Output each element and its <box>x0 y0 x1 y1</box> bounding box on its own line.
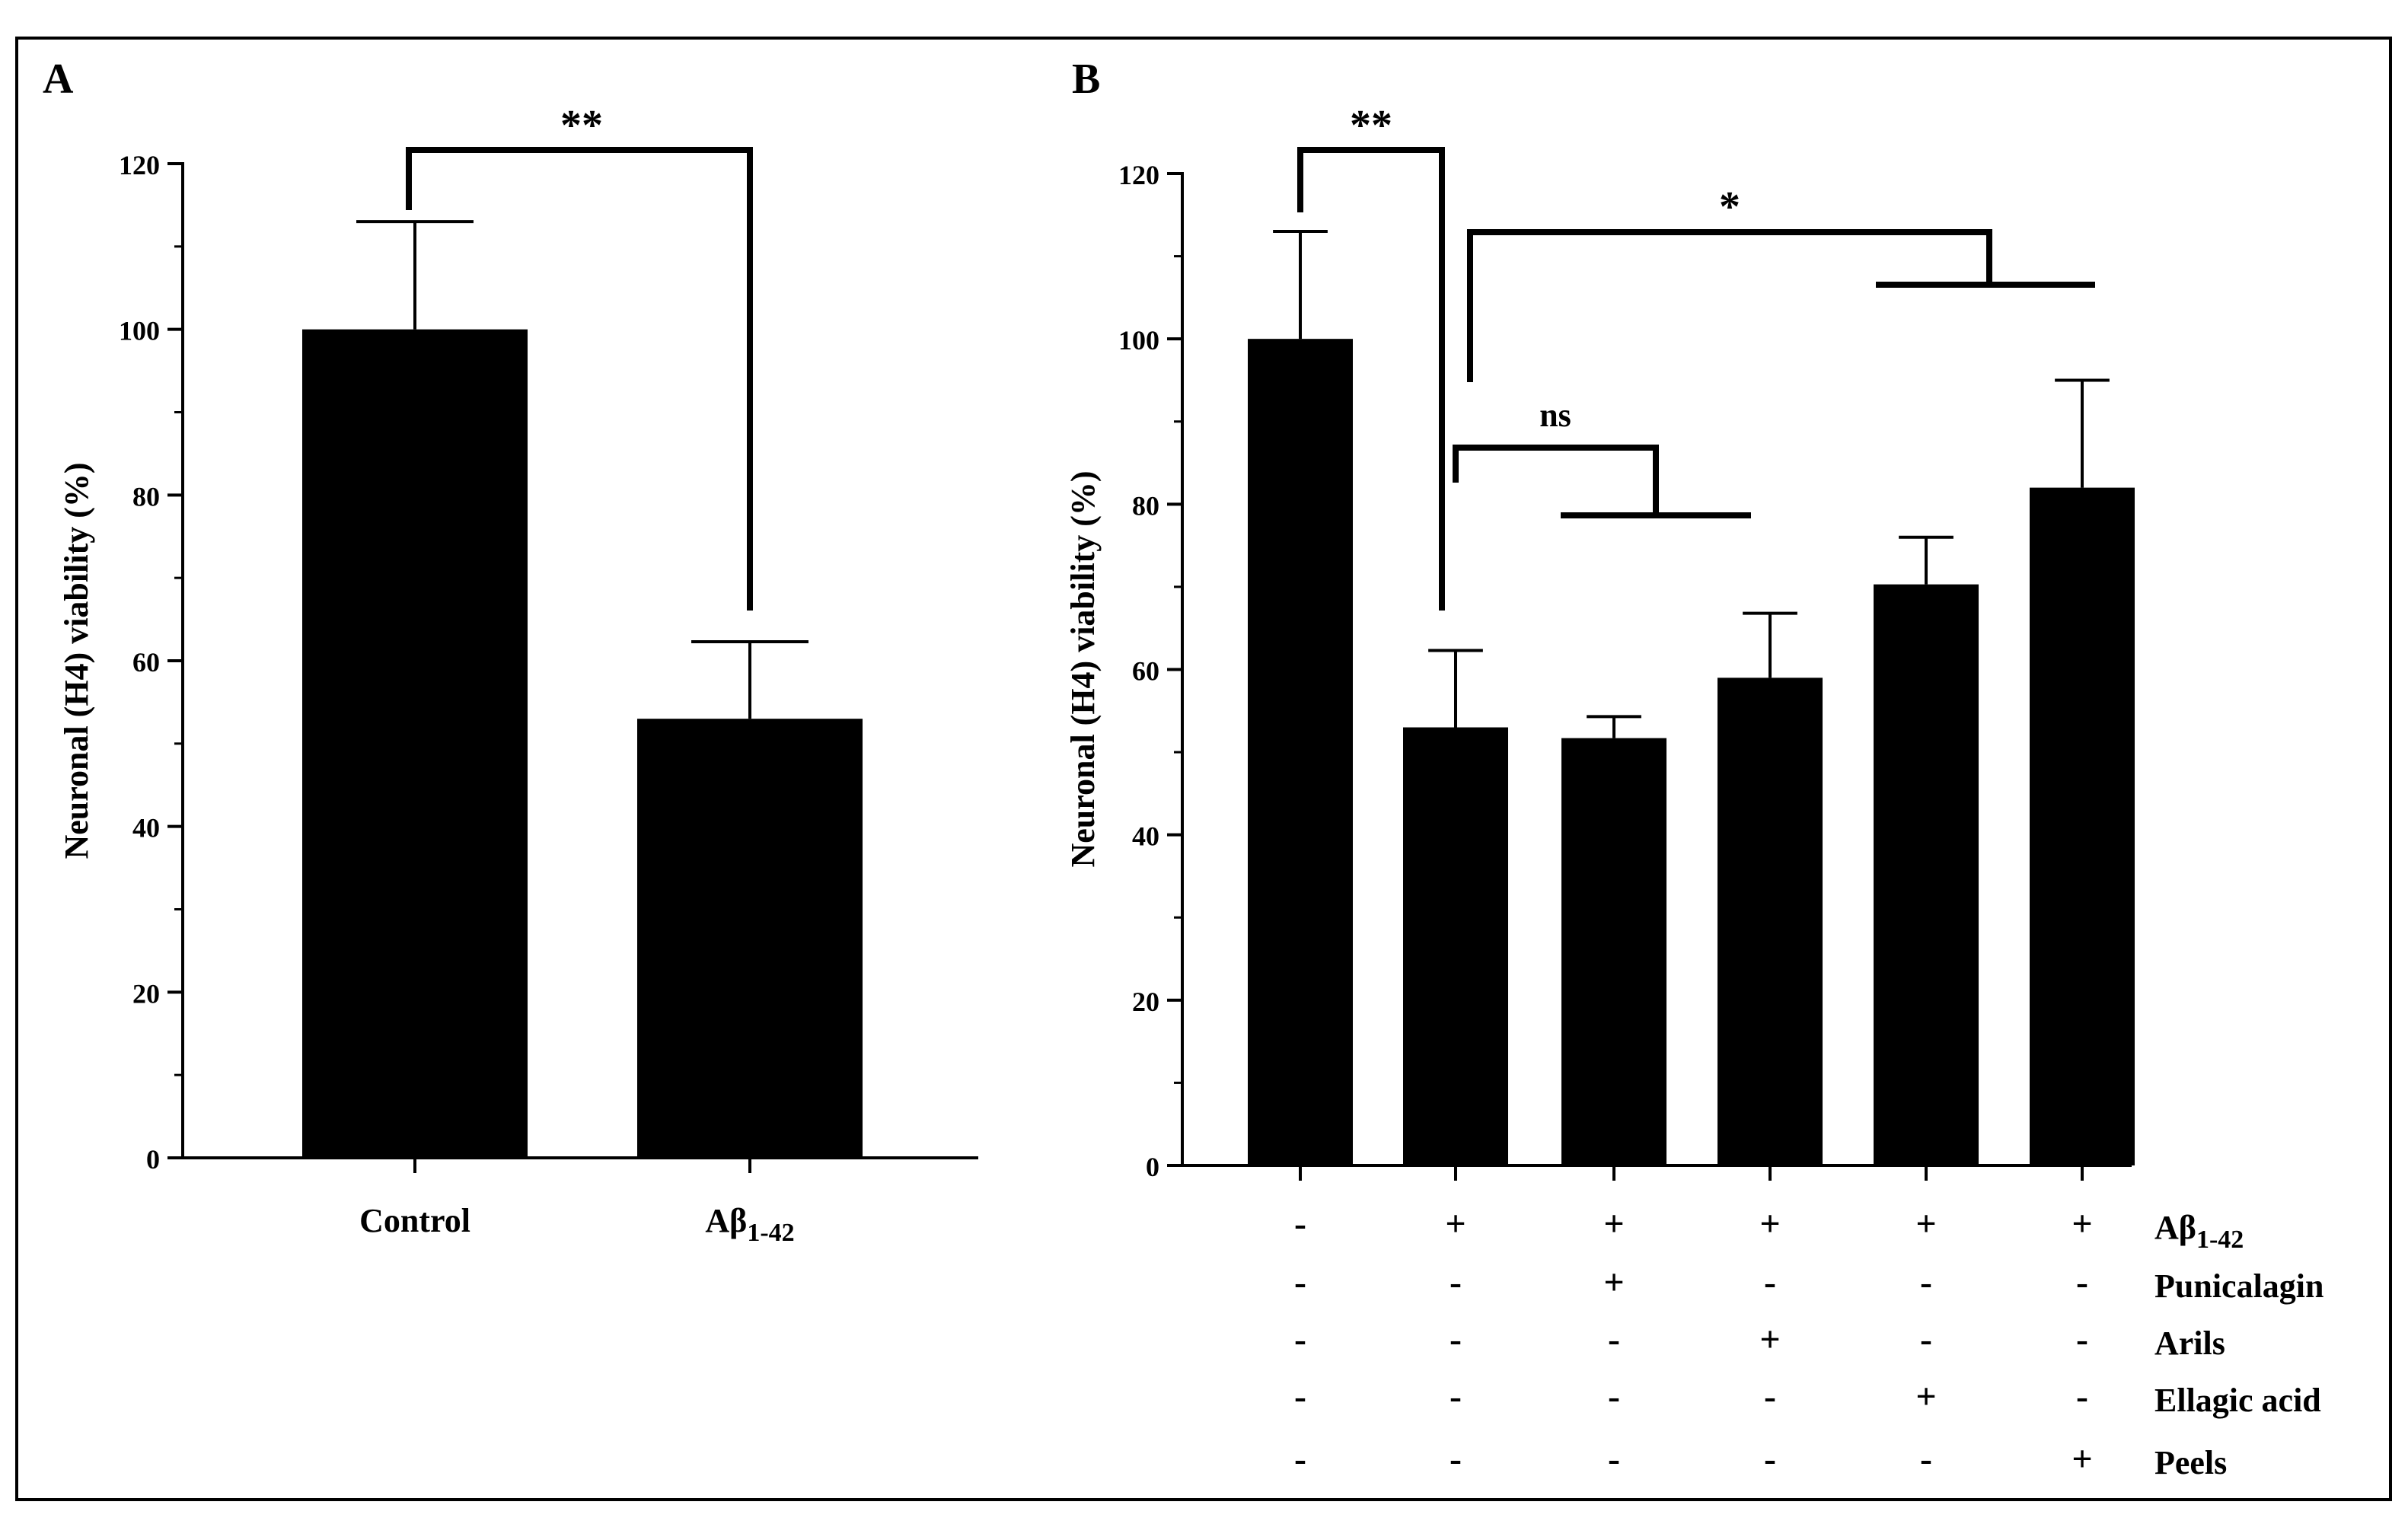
treatment-sign: - <box>1764 1376 1776 1417</box>
bar <box>2030 487 2135 1165</box>
panel-b: B Neuronal (H4) viability (%) 0 20 40 60 80 1… <box>1064 56 2324 1481</box>
y-tick-label: 60 <box>1132 656 1159 687</box>
treatment-sign: - <box>1608 1439 1620 1479</box>
treatment-row-label: Aβ1-42 <box>2154 1209 2244 1254</box>
panel-a-significance: ** <box>406 102 753 611</box>
panel-a: A Neuronal (H4) viability (%) 0 20 40 60 80 1… <box>43 56 978 1247</box>
x-label-abeta: Aβ1-42 <box>705 1202 794 1247</box>
panel-b-significance: ** * ns <box>1297 102 2095 611</box>
significance-label-b-ns: ns <box>1539 397 1571 434</box>
y-tick-label: 80 <box>132 481 160 512</box>
significance-label-a: ** <box>560 102 603 149</box>
bar <box>302 329 528 1159</box>
significance-bracket-b-ns <box>1453 445 1659 515</box>
treatment-row-label: Arils <box>2154 1325 2225 1362</box>
treatment-sign: - <box>1450 1376 1462 1417</box>
bar <box>637 719 863 1158</box>
treatment-sign: - <box>1294 1319 1306 1360</box>
treatment-sign: - <box>1764 1262 1776 1302</box>
treatment-sign: + <box>1915 1376 1936 1417</box>
treatment-row-label-main: Punicalagin <box>2154 1267 2324 1305</box>
treatment-sign: - <box>2076 1262 2088 1302</box>
y-tick-label: 120 <box>119 150 160 180</box>
treatment-row-label-main: Ellagic acid <box>2154 1382 2321 1419</box>
x-label-abeta-main: Aβ <box>705 1202 747 1239</box>
significance-label-b-control: ** <box>1350 102 1392 149</box>
panel-b-y-axis-label: Neuronal (H4) viability (%) <box>1064 470 1102 867</box>
treatment-row-label: Peels <box>2154 1444 2227 1481</box>
treatment-sign: - <box>1450 1262 1462 1302</box>
treatment-sign: + <box>2072 1204 2092 1244</box>
treatment-sign: + <box>1759 1319 1780 1360</box>
panel-a-letter: A <box>43 56 74 103</box>
y-tick-label: 100 <box>119 316 160 346</box>
y-tick-label: 40 <box>1132 821 1159 852</box>
panel-b-treatment-table: - + + + + + Aβ1-42 - - + - - - Punicalagin - - - + - - Arils… <box>1294 1204 2323 1481</box>
bar <box>1248 339 1353 1166</box>
treatment-row-label: Punicalagin <box>2154 1267 2324 1305</box>
treatment-row-label-main: Peels <box>2154 1444 2227 1481</box>
treatment-sign: + <box>2072 1439 2092 1479</box>
panel-b-letter: B <box>1072 56 1100 103</box>
significance-label-b-star: * <box>1719 183 1740 231</box>
treatment-row-label-main: Aβ <box>2154 1209 2196 1246</box>
treatment-sign: - <box>1450 1319 1462 1360</box>
treatment-sign: + <box>1915 1204 1936 1244</box>
treatment-sign: - <box>2076 1376 2088 1417</box>
treatment-sign: + <box>1603 1262 1624 1302</box>
y-tick-label: 20 <box>1132 987 1159 1017</box>
treatment-row-label: Ellagic acid <box>2154 1382 2321 1419</box>
treatment-sign: + <box>1603 1204 1624 1244</box>
bar <box>1874 584 1979 1165</box>
x-label-abeta-sub: 1-42 <box>747 1219 794 1247</box>
treatment-sign: - <box>1608 1319 1620 1360</box>
significance-bracket-b-star <box>1467 229 1992 382</box>
treatment-sign: - <box>1294 1376 1306 1417</box>
treatment-sign: - <box>1294 1262 1306 1302</box>
panel-a-error-bars <box>356 220 809 719</box>
panel-b-bars <box>1248 339 2135 1181</box>
y-tick-label: 0 <box>146 1144 160 1175</box>
y-tick-label: 60 <box>132 647 160 678</box>
panel-a-y-axis-label: Neuronal (H4) viability (%) <box>58 462 95 859</box>
treatment-sign: - <box>1920 1262 1932 1302</box>
bar <box>1561 738 1666 1165</box>
y-tick-label: 100 <box>1118 325 1159 355</box>
treatment-sign: - <box>1920 1439 1932 1479</box>
significance-bracket-a <box>406 147 753 611</box>
y-tick-label: 20 <box>132 978 160 1009</box>
treatment-row-label-sub: 1-42 <box>2196 1226 2244 1254</box>
panel-a-x-labels: Control Aβ1-42 <box>359 1202 795 1247</box>
treatment-sign: - <box>1764 1439 1776 1479</box>
treatment-sign: - <box>1608 1376 1620 1417</box>
treatment-sign: + <box>1445 1204 1466 1244</box>
y-tick-label: 0 <box>1146 1152 1159 1182</box>
panel-a-y-axis: 0 20 40 60 80 100 120 <box>119 150 978 1175</box>
treatment-sign: - <box>1294 1204 1306 1244</box>
treatment-sign: - <box>1920 1319 1932 1360</box>
bar <box>1717 678 1823 1165</box>
treatment-sign: - <box>1294 1439 1306 1479</box>
y-tick-label: 120 <box>1118 160 1159 190</box>
treatment-row-label-main: Arils <box>2154 1325 2225 1362</box>
figure-border <box>15 37 2392 1501</box>
treatment-sign: + <box>1759 1204 1780 1244</box>
treatment-sign: - <box>2076 1319 2088 1360</box>
y-tick-label: 80 <box>1132 490 1159 521</box>
y-tick-label: 40 <box>132 813 160 843</box>
treatment-sign: - <box>1450 1439 1462 1479</box>
panel-b-error-bars <box>1273 230 2110 738</box>
bar <box>1403 727 1508 1165</box>
panel-a-bars <box>302 329 863 1173</box>
significance-bracket-b-control <box>1297 147 1445 611</box>
x-label-control: Control <box>359 1202 470 1239</box>
